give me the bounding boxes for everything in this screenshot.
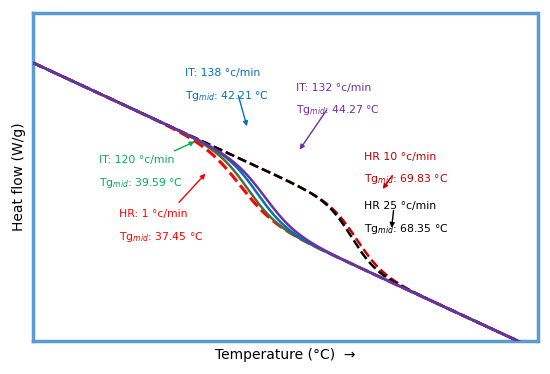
Text: HR 25 °c/min: HR 25 °c/min: [364, 201, 436, 211]
X-axis label: Temperature (°C)  →: Temperature (°C) →: [215, 347, 356, 362]
Text: IT: 132 °c/min: IT: 132 °c/min: [295, 83, 371, 93]
Text: Tg$_{mid}$: 39.59 °C: Tg$_{mid}$: 39.59 °C: [99, 176, 183, 190]
Text: Tg$_{mid}$: 68.35 °C: Tg$_{mid}$: 68.35 °C: [364, 221, 448, 236]
Text: HR: 1 °c/min: HR: 1 °c/min: [119, 209, 188, 219]
Text: IT: 120 °c/min: IT: 120 °c/min: [99, 155, 174, 165]
Text: Tg$_{mid}$: 69.83 °C: Tg$_{mid}$: 69.83 °C: [364, 172, 448, 186]
Text: IT: 138 °c/min: IT: 138 °c/min: [185, 68, 260, 78]
Y-axis label: Heat flow (W/g): Heat flow (W/g): [13, 122, 26, 231]
Text: HR 10 °c/min: HR 10 °c/min: [364, 152, 436, 162]
Text: Tg$_{mid}$: 42.21 °C: Tg$_{mid}$: 42.21 °C: [185, 89, 268, 103]
Text: Tg$_{mid}$: 37.45 °C: Tg$_{mid}$: 37.45 °C: [119, 230, 204, 244]
Text: Tg$_{mid}$: 44.27 °C: Tg$_{mid}$: 44.27 °C: [295, 104, 380, 117]
